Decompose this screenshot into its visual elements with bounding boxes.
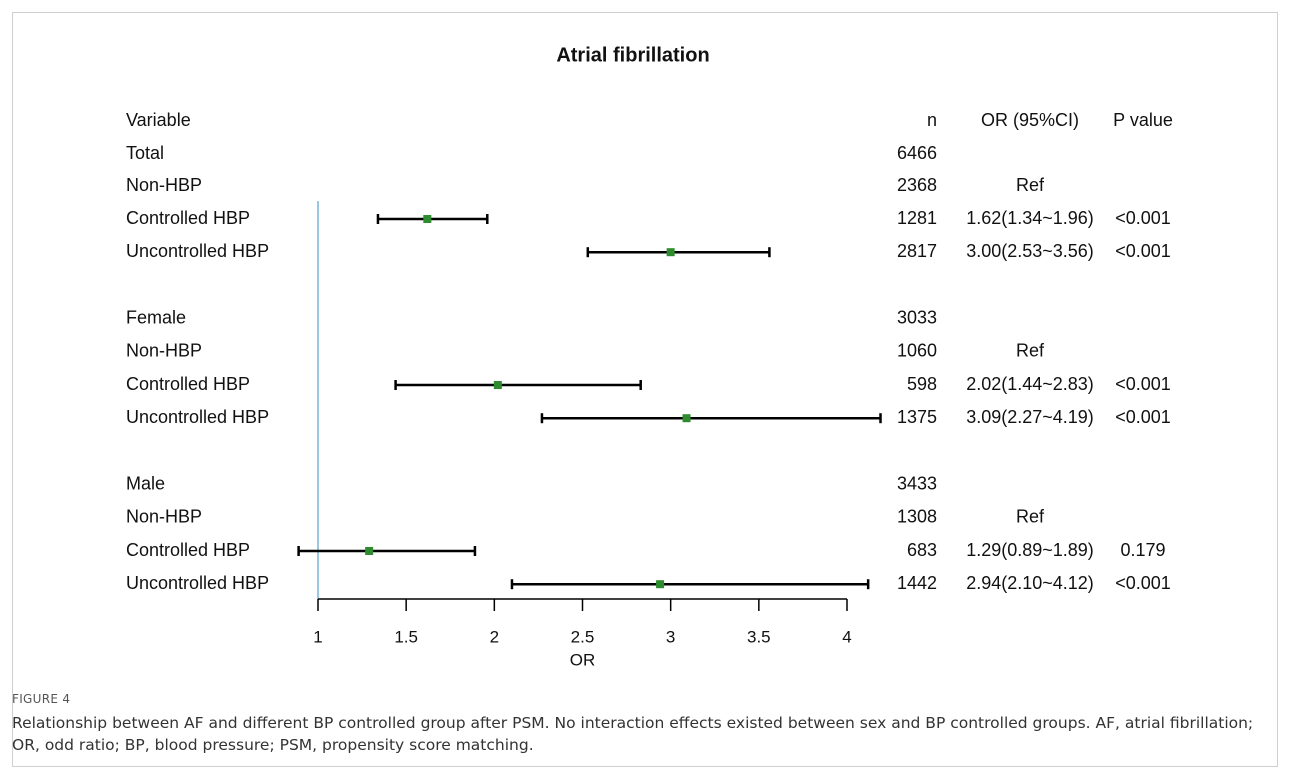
row-or-ci: 2.94(2.10~4.12) <box>966 573 1094 593</box>
header-or: OR (95%CI) <box>981 110 1079 130</box>
or-point <box>423 215 432 223</box>
figure-frame: Atrial fibrillation Variable n OR (95%CI) P … <box>12 12 1278 767</box>
row-label: Controlled HBP <box>126 208 250 228</box>
row-label: Non-HBP <box>126 175 202 195</box>
row-label: Controlled HBP <box>126 540 250 560</box>
or-point <box>682 414 691 423</box>
figure-caption: Relationship between AF and different BP… <box>12 714 1254 754</box>
row-or-ci: Ref <box>1016 175 1045 195</box>
x-tick-label: 1.5 <box>394 627 418 646</box>
row-n: 1308 <box>897 507 937 527</box>
row-label: Non-HBP <box>126 507 202 527</box>
row-p-value: <0.001 <box>1115 208 1171 228</box>
x-tick-label: 2 <box>490 627 499 646</box>
row-label: Uncontrolled HBP <box>126 573 269 593</box>
or-point <box>365 547 374 555</box>
row-label: Total <box>126 143 164 163</box>
row-n: 1281 <box>897 208 937 228</box>
row-n: 2817 <box>897 241 937 261</box>
row-n: 683 <box>907 540 937 560</box>
x-tick-label: 2.5 <box>571 627 595 646</box>
row-n: 1060 <box>897 341 937 361</box>
row-n: 598 <box>907 374 937 394</box>
row-or-ci: Ref <box>1016 507 1045 527</box>
x-tick-label: 3 <box>666 627 675 646</box>
row-label: Uncontrolled HBP <box>126 241 269 261</box>
row-p-value: <0.001 <box>1115 374 1171 394</box>
row-p-value: 0.179 <box>1120 540 1165 560</box>
row-n: 3033 <box>897 307 937 327</box>
row-label: Non-HBP <box>126 341 202 361</box>
row-or-ci: 1.29(0.89~1.89) <box>966 540 1094 560</box>
row-p-value: <0.001 <box>1115 573 1171 593</box>
chart-title: Atrial fibrillation <box>556 44 709 66</box>
row-or-ci: 3.00(2.53~3.56) <box>966 241 1094 261</box>
or-point <box>493 381 502 389</box>
row-or-ci: 2.02(1.44~2.83) <box>966 374 1094 394</box>
figure-label: FIGURE 4 <box>12 692 71 706</box>
row-or-ci: Ref <box>1016 341 1045 361</box>
or-point <box>666 248 675 257</box>
row-n: 1375 <box>897 407 937 427</box>
row-label: Female <box>126 307 186 327</box>
row-n: 3433 <box>897 473 937 493</box>
header-n: n <box>927 110 937 130</box>
row-p-value: <0.001 <box>1115 241 1171 261</box>
x-tick-label: 3.5 <box>747 627 771 646</box>
row-p-value: <0.001 <box>1115 407 1171 427</box>
row-label: Controlled HBP <box>126 374 250 394</box>
row-n: 1442 <box>897 573 937 593</box>
row-or-ci: 3.09(2.27~4.19) <box>966 407 1094 427</box>
row-n: 6466 <box>897 143 937 163</box>
header-variable: Variable <box>126 110 191 130</box>
x-tick-label: 1 <box>313 627 322 646</box>
row-label: Male <box>126 473 165 493</box>
x-axis-label: OR <box>570 650 596 669</box>
row-label: Uncontrolled HBP <box>126 407 269 427</box>
forest-plot: Atrial fibrillation Variable n OR (95%CI) P … <box>126 44 1173 669</box>
row-or-ci: 1.62(1.34~1.96) <box>966 208 1094 228</box>
or-point <box>656 580 665 589</box>
row-n: 2368 <box>897 175 937 195</box>
header-p: P value <box>1113 110 1173 130</box>
x-tick-label: 4 <box>842 627 851 646</box>
